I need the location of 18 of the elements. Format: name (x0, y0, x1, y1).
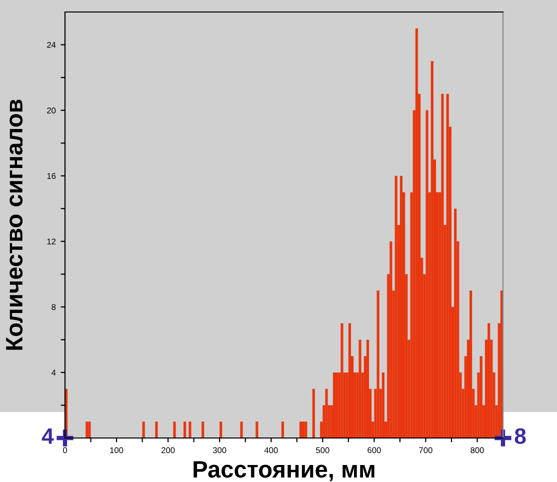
x-axis-title: Расстояние, мм (194, 461, 374, 482)
x-tick-label: 100 (110, 447, 124, 454)
y-axis-title: Количество сигналов (6, 100, 23, 350)
y-tick-label: 8 (52, 304, 56, 310)
y-tick-label: 20 (47, 108, 56, 114)
x-tick-label: 600 (368, 447, 381, 454)
x-tick-label: 700 (419, 447, 432, 454)
x-tick-label: 200 (162, 447, 175, 454)
y-tick-label: 4 (52, 370, 56, 376)
x-tick-label: 800 (470, 447, 484, 454)
x-tick-label: 500 (316, 447, 330, 454)
y-tick-label: 24 (47, 42, 56, 48)
x-tick-label: 0 (63, 447, 67, 454)
y-tick-label: 16 (47, 173, 56, 179)
y-tick-label: 12 (47, 238, 56, 244)
annotation: 8 (514, 428, 526, 444)
x-tick-label: 400 (264, 447, 278, 454)
x-tick-label: 300 (212, 447, 226, 454)
